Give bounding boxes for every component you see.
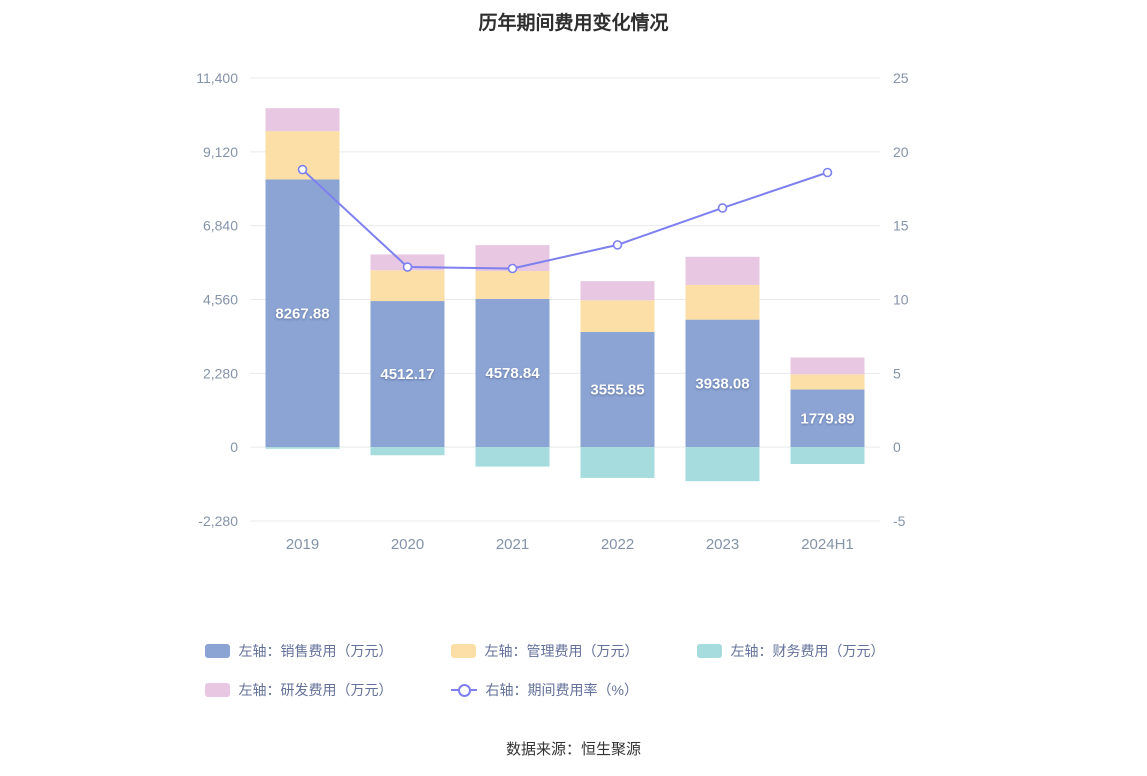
legend-item-expense-rate[interactable]: 右轴：期间费用率（%） [450, 680, 697, 700]
svg-text:2023: 2023 [706, 536, 739, 553]
svg-text:9,120: 9,120 [203, 144, 238, 160]
svg-text:8267.88: 8267.88 [275, 305, 329, 322]
legend-item-rnd-expense[interactable]: 左轴：研发费用（万元） [204, 680, 451, 700]
chart-legend: 左轴：销售费用（万元） 左轴：管理费用（万元） 左轴：财务费用（万元） 左轴：研… [204, 641, 943, 700]
svg-text:25: 25 [893, 70, 909, 86]
admin-expense-swatch [450, 644, 476, 658]
svg-text:2020: 2020 [391, 536, 424, 553]
svg-text:5: 5 [893, 365, 901, 381]
svg-text:3938.08: 3938.08 [695, 375, 749, 392]
svg-text:4,560: 4,560 [203, 292, 238, 308]
legend-item-finance-expense[interactable]: 左轴：财务费用（万元） [696, 641, 943, 661]
svg-text:4578.84: 4578.84 [485, 365, 540, 382]
svg-text:4512.17: 4512.17 [380, 366, 434, 383]
data-source-note: 数据来源：恒生聚源 [505, 741, 641, 758]
chart-title: 历年期间费用变化情况 [478, 13, 669, 34]
legend-label-rnd-expense: 左轴：研发费用（万元） [238, 682, 393, 698]
svg-text:2019: 2019 [286, 536, 319, 553]
svg-text:2024H1: 2024H1 [801, 536, 854, 553]
legend-label-expense-rate: 右轴：期间费用率（%） [485, 682, 638, 698]
svg-text:20: 20 [893, 144, 909, 160]
legend-label-finance-expense: 左轴：财务费用（万元） [730, 643, 885, 659]
legend-item-sales-expense[interactable]: 左轴：销售费用（万元） [204, 641, 451, 661]
svg-text:3555.85: 3555.85 [590, 382, 644, 399]
svg-text:2,280: 2,280 [203, 365, 238, 381]
svg-text:0: 0 [893, 439, 901, 455]
svg-text:-2,280: -2,280 [198, 513, 238, 529]
finance-expense-swatch [696, 644, 722, 658]
legend-item-admin-expense[interactable]: 左轴：管理费用（万元） [450, 641, 697, 661]
svg-text:-5: -5 [893, 513, 906, 529]
sales-expense-swatch [204, 644, 230, 658]
svg-text:15: 15 [893, 218, 909, 234]
svg-text:1779.89: 1779.89 [800, 410, 854, 427]
svg-text:11,400: 11,400 [196, 70, 238, 86]
rnd-expense-swatch [204, 683, 230, 697]
svg-text:6,840: 6,840 [203, 218, 238, 234]
svg-text:10: 10 [893, 292, 909, 308]
legend-label-admin-expense: 左轴：管理费用（万元） [484, 643, 639, 659]
combo-chart-canvas: -2,280 0 2,280 4,560 6,840 9,120 11,400 -5 0 5 10 1… [196, 70, 909, 553]
legend-label-sales-expense: 左轴：销售费用（万元） [238, 643, 393, 659]
expense-rate-line-icon [450, 683, 477, 697]
svg-text:2021: 2021 [496, 536, 529, 553]
svg-text:2022: 2022 [601, 536, 634, 553]
svg-text:0: 0 [230, 439, 238, 455]
